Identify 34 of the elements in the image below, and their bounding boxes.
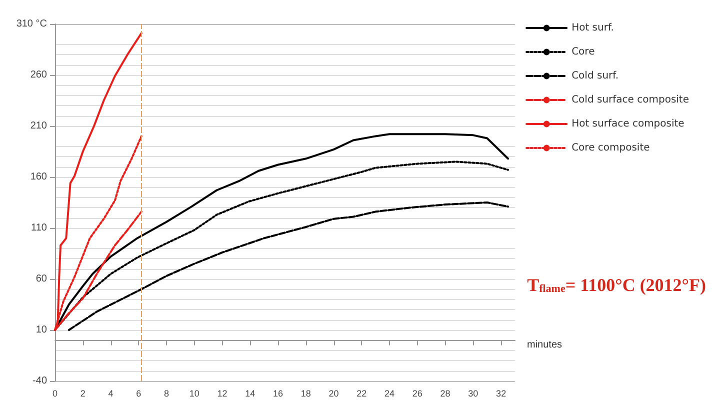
- x-tick-label: 2: [80, 388, 86, 398]
- x-tick-label: 4: [108, 388, 114, 398]
- y-tick-label: 110: [31, 222, 48, 234]
- x-tick-label: 22: [356, 388, 367, 398]
- x-tick-label: 20: [328, 388, 339, 398]
- legend-label: Hot surf.: [572, 22, 614, 34]
- y-tick-label: 260: [30, 70, 48, 80]
- legend-label: Cold surface composite: [572, 94, 690, 106]
- x-tick-label: 10: [189, 388, 200, 398]
- x-tick-label: 28: [440, 388, 450, 398]
- text: Tflame= 1100°C (2012°F): [527, 275, 706, 295]
- x-tick-label: 18: [300, 388, 311, 398]
- x-tick-label: 12: [217, 388, 228, 398]
- y-tick-label: 310 °C: [16, 18, 47, 30]
- x-tick-label: 30: [468, 388, 478, 398]
- legend-label: Core composite: [572, 142, 650, 154]
- legend-label: Hot surface composite: [572, 118, 684, 130]
- y-tick-label: -40: [32, 376, 48, 386]
- legend-label: Cold surf.: [572, 70, 619, 82]
- x-tick-label: 16: [273, 388, 284, 398]
- x-tick-label: 8: [164, 388, 170, 398]
- y-tick-label: 10: [36, 324, 48, 336]
- legend-label: Core: [572, 46, 595, 58]
- y-tick-label: 160: [30, 172, 48, 182]
- x-tick-label: 6: [136, 388, 142, 398]
- x-tick-label: 0: [52, 388, 58, 398]
- y-tick-label: 210: [30, 120, 48, 132]
- x-tick-label: 26: [412, 388, 422, 398]
- y-tick-label: 60: [36, 274, 48, 284]
- line-series: [68, 202, 510, 331]
- x-tick-label: 14: [245, 388, 256, 398]
- x-axis-title: minutes: [527, 340, 562, 351]
- x-tick-label: 32: [496, 388, 506, 398]
- x-tick-label: 24: [384, 388, 395, 398]
